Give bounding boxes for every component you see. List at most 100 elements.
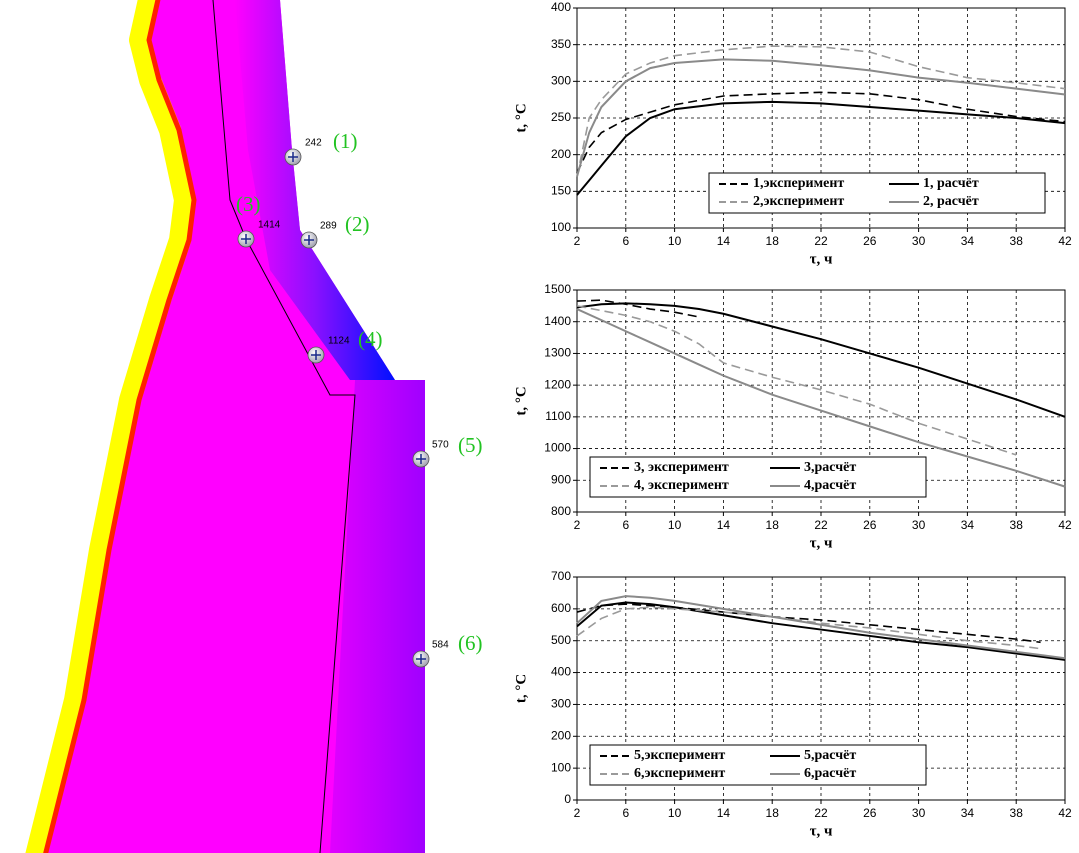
y-axis-label: t, °C — [513, 674, 529, 703]
x-tick-label: 18 — [766, 234, 780, 248]
x-tick-label: 26 — [863, 518, 877, 532]
x-tick-label: 34 — [961, 234, 975, 248]
outline — [212, 0, 356, 853]
series-line — [576, 100, 1066, 196]
x-tick-label: 26 — [863, 234, 877, 248]
legend-label: 1,эксперимент — [753, 176, 844, 191]
probe-value: 584 — [432, 640, 449, 651]
y-tick-label: 400 — [551, 0, 571, 14]
x-tick-label: 10 — [668, 518, 682, 532]
x-tick-label: 14 — [717, 234, 731, 248]
y-tick-label: 1300 — [544, 346, 571, 360]
probe-cross — [304, 235, 314, 245]
probe: 242 (1) — [284, 129, 358, 166]
y-tick-label: 100 — [551, 760, 571, 774]
y-tick-label: 900 — [551, 472, 571, 486]
cold-zone — [235, 0, 395, 380]
x-tick-label: 18 — [766, 518, 780, 532]
y-tick-label: 0 — [564, 792, 571, 806]
legend-label: 2, расчёт — [923, 194, 979, 209]
x-tick-label: 10 — [668, 234, 682, 248]
x-tick-label: 2 — [574, 234, 581, 248]
series-line — [576, 305, 1017, 456]
probe-label: (1) — [333, 129, 358, 153]
y-tick-label: 300 — [551, 74, 571, 88]
series-line — [576, 601, 1066, 661]
probe-cross — [416, 454, 426, 464]
probe: 1414 (3) — [236, 192, 281, 248]
probe-label: (3) — [236, 192, 261, 216]
probe-cross — [288, 152, 298, 162]
probe-value: 570 — [432, 440, 449, 451]
probe-value: 289 — [320, 221, 337, 232]
x-tick-label: 30 — [912, 518, 926, 532]
y-tick-label: 100 — [551, 220, 571, 234]
x-tick-label: 42 — [1058, 806, 1072, 820]
legend-label: 4, эксперимент — [634, 478, 729, 493]
legend-label: 1, расчёт — [923, 176, 979, 191]
legend-label: 5,эксперимент — [634, 748, 725, 763]
probe: 289 (2) — [300, 212, 370, 249]
x-tick-label: 30 — [912, 234, 926, 248]
y-tick-label: 250 — [551, 110, 571, 124]
hot-edge-inner — [43, 0, 197, 853]
probe-label: (4) — [358, 327, 383, 351]
x-axis-label: τ, ч — [810, 535, 833, 551]
y-tick-label: 1500 — [544, 282, 571, 296]
plot-border — [576, 289, 1066, 513]
y-axis-label: t, °C — [513, 386, 529, 415]
legend-label: 6,расчёт — [804, 766, 856, 781]
y-axis-label: t, °C — [513, 103, 529, 132]
body — [35, 0, 425, 853]
x-tick-label: 42 — [1058, 518, 1072, 532]
x-tick-label: 6 — [622, 518, 629, 532]
x-tick-label: 38 — [1010, 518, 1024, 532]
legend-label: 3, эксперимент — [634, 460, 729, 475]
series-line — [576, 299, 700, 318]
series-line — [576, 45, 1066, 177]
x-tick-label: 38 — [1010, 806, 1024, 820]
x-axis-label: τ, ч — [810, 823, 833, 839]
series-line — [576, 595, 1066, 660]
probe-cross — [241, 234, 251, 244]
probe-cross — [416, 654, 426, 664]
legend-label: 5,расчёт — [804, 748, 856, 763]
x-axis-label: τ, ч — [810, 251, 833, 267]
y-tick-label: 1400 — [544, 314, 571, 328]
x-tick-label: 2 — [574, 806, 581, 820]
x-tick-label: 26 — [863, 806, 877, 820]
y-tick-label: 500 — [551, 633, 571, 647]
x-tick-label: 6 — [622, 234, 629, 248]
x-tick-label: 22 — [814, 806, 828, 820]
x-tick-label: 14 — [717, 518, 731, 532]
series-line — [576, 58, 1066, 177]
y-tick-label: 350 — [551, 37, 571, 51]
x-tick-label: 22 — [814, 518, 828, 532]
y-tick-label: 400 — [551, 665, 571, 679]
x-tick-label: 30 — [912, 806, 926, 820]
legend-label: 2,эксперимент — [753, 194, 844, 209]
plot-border — [576, 7, 1066, 229]
x-tick-label: 42 — [1058, 234, 1072, 248]
y-tick-label: 700 — [551, 569, 571, 583]
probe-value: 1124 — [328, 336, 350, 347]
y-tick-label: 600 — [551, 601, 571, 615]
x-tick-label: 18 — [766, 806, 780, 820]
x-tick-label: 34 — [961, 518, 975, 532]
plot-border — [576, 576, 1066, 801]
probe: 584 (6) — [412, 631, 483, 668]
legend — [589, 456, 927, 498]
y-tick-label: 300 — [551, 697, 571, 711]
probe-cross — [311, 350, 321, 360]
probe-value: 1414 — [258, 220, 281, 231]
probe-label: (2) — [345, 212, 370, 236]
probe-label: (5) — [458, 433, 483, 457]
x-tick-label: 14 — [717, 806, 731, 820]
y-tick-label: 200 — [551, 147, 571, 161]
x-tick-label: 38 — [1010, 234, 1024, 248]
x-tick-label: 2 — [574, 518, 581, 532]
series-line — [576, 91, 1066, 174]
